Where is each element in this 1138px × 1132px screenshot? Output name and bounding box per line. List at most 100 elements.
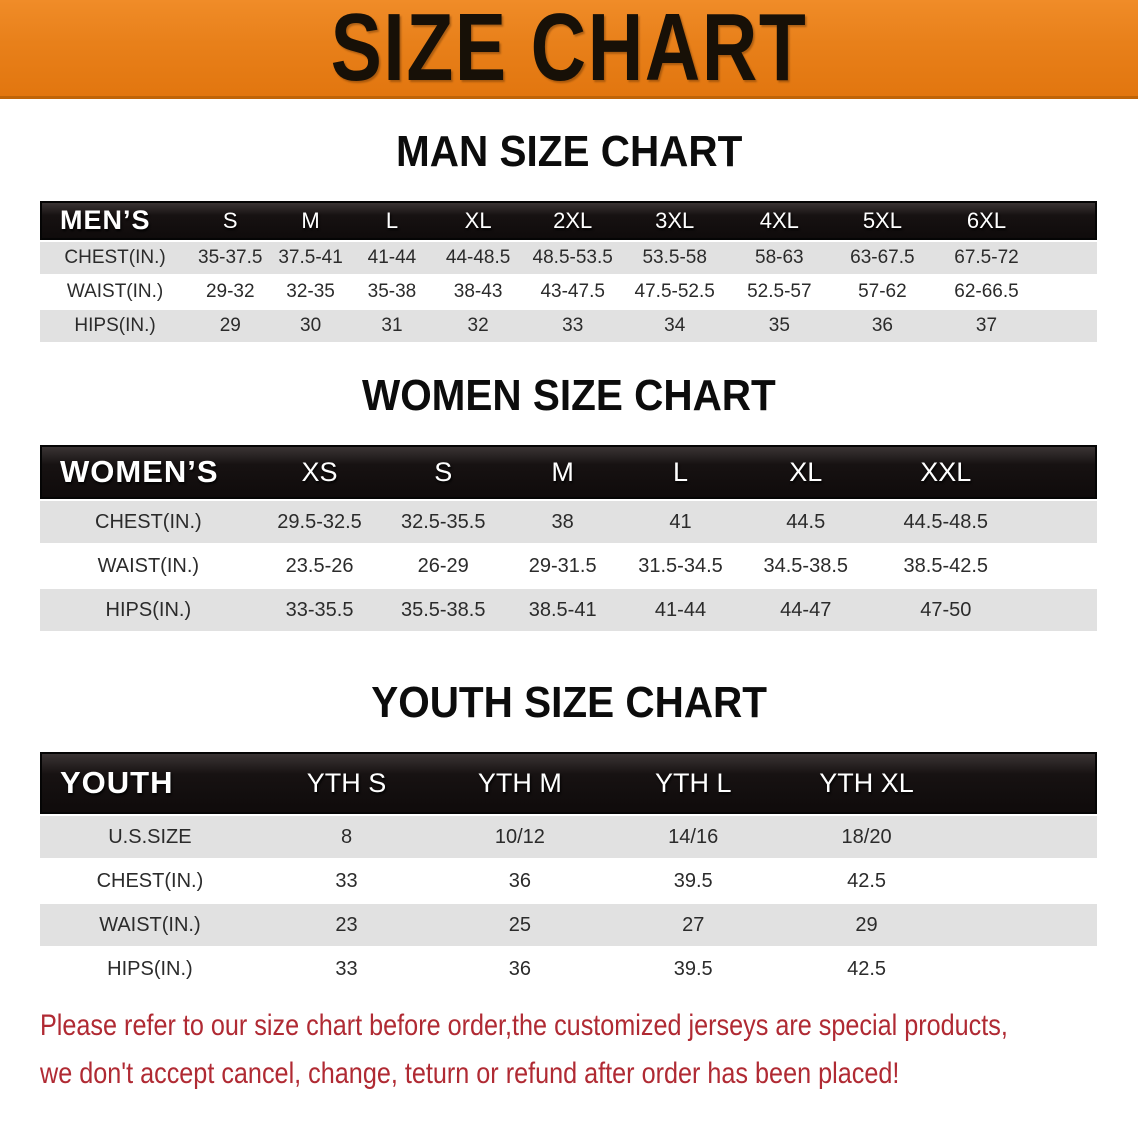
column-header: 6XL: [933, 201, 1040, 240]
filler-cell: [953, 904, 1097, 946]
row-label: CHEST(IN.): [40, 242, 191, 274]
disclaimer-line-1: Please refer to our size chart before or…: [40, 1009, 1008, 1042]
size-value-cell: 32.5-35.5: [382, 501, 504, 543]
size-value-cell: 34.5-38.5: [739, 545, 872, 587]
column-header: 2XL: [523, 201, 623, 240]
size-value-cell: 38: [504, 501, 622, 543]
size-value-cell: 34: [622, 310, 728, 342]
size-value-cell: 36: [831, 310, 934, 342]
row-label: HIPS(IN.): [40, 310, 191, 342]
column-header: L: [350, 201, 434, 240]
size-value-cell: 48.5-53.5: [523, 242, 623, 274]
size-value-cell: 29: [779, 904, 954, 946]
filler-cell: [953, 752, 1097, 814]
filler-cell: [1019, 545, 1097, 587]
size-value-cell: 39.5: [606, 948, 780, 990]
size-value-cell: 47-50: [871, 589, 1020, 631]
column-header: M: [270, 201, 351, 240]
table-header-row: WOMEN’S XS S M L XL XXL: [40, 445, 1097, 499]
youth-size-section: YOUTH SIZE CHART YOUTH YTH S YTH M YTH L YTH…: [0, 680, 1138, 992]
size-value-cell: 67.5-72: [933, 242, 1040, 274]
size-value-cell: 23: [259, 904, 434, 946]
table-header-row: YOUTH YTH S YTH M YTH L YTH XL: [40, 752, 1097, 814]
size-value-cell: 23.5-26: [256, 545, 383, 587]
size-value-cell: 36: [433, 948, 607, 990]
youth-table-corner-label: YOUTH: [40, 752, 260, 814]
row-label: WAIST(IN.): [40, 545, 257, 587]
size-value-cell: 42.5: [779, 860, 954, 902]
size-value-cell: 63-67.5: [831, 242, 934, 274]
size-value-cell: 33: [259, 860, 434, 902]
size-value-cell: 29.5-32.5: [256, 501, 383, 543]
men-size-section: MAN SIZE CHART MEN’S S M L XL 2XL 3XL 4XL 5XL 6XL…: [0, 129, 1138, 344]
row-label: HIPS(IN.): [40, 948, 260, 990]
size-value-cell: 35-38: [350, 276, 434, 308]
row-label: HIPS(IN.): [40, 589, 257, 631]
size-value-cell: 38-43: [433, 276, 524, 308]
table-row: CHEST(IN.) 33 36 39.5 42.5: [40, 860, 1097, 902]
table-row: HIPS(IN.) 29 30 31 32 33 34 35 36 37: [40, 310, 1097, 342]
youth-chart-heading-text: YOUTH SIZE CHART: [371, 678, 767, 727]
column-header: 5XL: [831, 201, 934, 240]
column-header: YTH L: [606, 752, 780, 814]
filler-cell: [953, 948, 1097, 990]
size-value-cell: 14/16: [606, 816, 780, 858]
disclaimer-line-2-wrap: we don't accept cancel, change, teturn o…: [40, 1050, 1138, 1098]
women-size-table: WOMEN’S XS S M L XL XXL CHEST(IN.) 29.5-32.5 32.5…: [40, 443, 1097, 633]
size-value-cell: 47.5-52.5: [622, 276, 728, 308]
column-header: 4XL: [727, 201, 832, 240]
column-header: XS: [256, 445, 383, 499]
filler-cell: [1039, 242, 1097, 274]
row-label: WAIST(IN.): [40, 904, 260, 946]
column-header: S: [190, 201, 271, 240]
size-value-cell: 53.5-58: [622, 242, 728, 274]
filler-cell: [1019, 589, 1097, 631]
row-label: WAIST(IN.): [40, 276, 191, 308]
filler-cell: [1039, 310, 1097, 342]
column-header: M: [504, 445, 622, 499]
table-row: CHEST(IN.) 35-37.5 37.5-41 41-44 44-48.5 48.5…: [40, 242, 1097, 274]
size-value-cell: 29-31.5: [504, 545, 622, 587]
table-row: HIPS(IN.) 33-35.5 35.5-38.5 38.5-41 41-44 44-…: [40, 589, 1097, 631]
column-header: YTH XL: [779, 752, 954, 814]
table-row: HIPS(IN.) 33 36 39.5 42.5: [40, 948, 1097, 990]
men-chart-heading: MAN SIZE CHART: [0, 129, 1138, 175]
size-value-cell: 43-47.5: [523, 276, 623, 308]
size-value-cell: 41-44: [621, 589, 740, 631]
women-table-corner-label: WOMEN’S: [40, 445, 257, 499]
size-value-cell: 52.5-57: [727, 276, 832, 308]
size-value-cell: 38.5-41: [504, 589, 622, 631]
size-value-cell: 44.5: [739, 501, 872, 543]
size-value-cell: 37.5-41: [270, 242, 351, 274]
disclaimer-line-1-wrap: Please refer to our size chart before or…: [40, 1002, 1138, 1050]
banner-title: SIZE CHART: [330, 0, 808, 101]
size-value-cell: 35.5-38.5: [382, 589, 504, 631]
size-value-cell: 32: [433, 310, 524, 342]
table-header-row: MEN’S S M L XL 2XL 3XL 4XL 5XL 6XL: [40, 201, 1097, 240]
men-size-table: MEN’S S M L XL 2XL 3XL 4XL 5XL 6XL CHEST(IN.) 35-37…: [40, 199, 1097, 344]
size-value-cell: 42.5: [779, 948, 954, 990]
size-value-cell: 31.5-34.5: [621, 545, 740, 587]
size-value-cell: 36: [433, 860, 607, 902]
size-value-cell: 29: [190, 310, 271, 342]
disclaimer: Please refer to our size chart before or…: [0, 1002, 1138, 1098]
size-value-cell: 41-44: [350, 242, 434, 274]
table-row: WAIST(IN.) 23 25 27 29: [40, 904, 1097, 946]
size-value-cell: 8: [259, 816, 434, 858]
size-value-cell: 58-63: [727, 242, 832, 274]
size-value-cell: 30: [270, 310, 351, 342]
filler-cell: [1019, 445, 1097, 499]
filler-cell: [1039, 276, 1097, 308]
size-value-cell: 44-48.5: [433, 242, 524, 274]
row-label: U.S.SIZE: [40, 816, 260, 858]
column-header: XL: [433, 201, 524, 240]
table-row: U.S.SIZE 8 10/12 14/16 18/20: [40, 816, 1097, 858]
youth-size-table: YOUTH YTH S YTH M YTH L YTH XL U.S.SIZE 8 10/12…: [40, 750, 1097, 992]
column-header: YTH M: [433, 752, 607, 814]
women-size-section: WOMEN SIZE CHART WOMEN’S XS S M L XL XXL CHEST(…: [0, 373, 1138, 633]
column-header: L: [621, 445, 740, 499]
women-chart-heading: WOMEN SIZE CHART: [0, 373, 1138, 419]
row-label: CHEST(IN.): [40, 501, 257, 543]
size-value-cell: 35-37.5: [190, 242, 271, 274]
size-chart-page: SIZE CHART MAN SIZE CHART MEN’S S M L XL 2XL 3…: [0, 0, 1138, 1098]
